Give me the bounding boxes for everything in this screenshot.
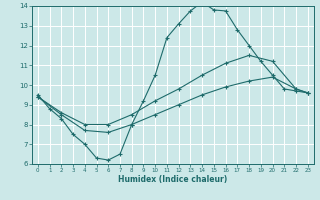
X-axis label: Humidex (Indice chaleur): Humidex (Indice chaleur) [118, 175, 228, 184]
